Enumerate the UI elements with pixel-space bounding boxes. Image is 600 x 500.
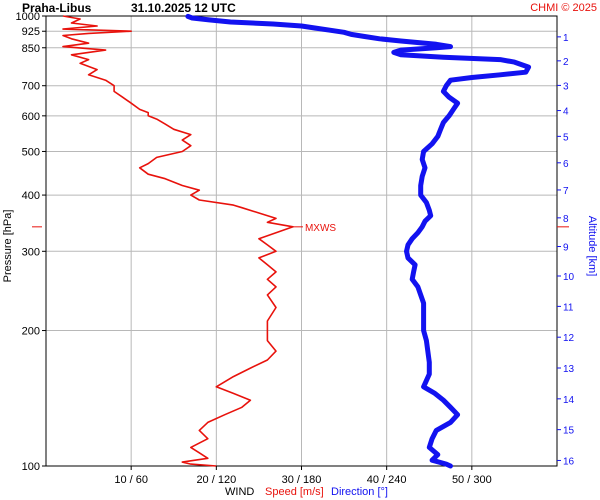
altitude-tick-label: 12 bbox=[563, 333, 575, 344]
wind-tick-label: 20 / 120 bbox=[196, 474, 236, 486]
x-axis-direction-label: Direction [°] bbox=[331, 486, 388, 498]
altitude-tick-label: 6 bbox=[563, 159, 569, 170]
pressure-tick-label: 200 bbox=[22, 326, 40, 338]
altitude-tick-label: 15 bbox=[563, 426, 575, 437]
altitude-tick-label: 16 bbox=[563, 456, 575, 467]
wind-tick-label: 50 / 300 bbox=[452, 474, 492, 486]
direction-line bbox=[185, 13, 532, 469]
pressure-tick-label: 1000 bbox=[16, 11, 40, 23]
pressure-ticks: 100 200 300 400 500 600 700 850 925 1000 bbox=[16, 11, 46, 473]
altitude-tick-label: 5 bbox=[563, 132, 569, 143]
wind-ticks: 10 / 60 20 / 120 30 / 180 40 / 240 50 / 300 bbox=[114, 466, 492, 486]
wind-tick-label: 10 / 60 bbox=[114, 474, 148, 486]
annotations: MXWS bbox=[32, 223, 569, 234]
speed-series bbox=[62, 15, 294, 467]
y2-axis-title: Altitude [km] bbox=[586, 216, 598, 277]
pressure-tick-label: 300 bbox=[22, 246, 40, 258]
pressure-tick-label: 700 bbox=[22, 81, 40, 93]
altitude-tick-label: 14 bbox=[563, 395, 575, 406]
x-axis-title: WIND bbox=[225, 486, 254, 498]
mxws-label: MXWS bbox=[305, 223, 336, 234]
credit-label: CHMI © 2025 bbox=[530, 2, 597, 14]
pressure-tick-label: 925 bbox=[22, 26, 40, 38]
wind-tick-label: 40 / 240 bbox=[367, 474, 407, 486]
altitude-tick-label: 8 bbox=[563, 214, 569, 225]
sounding-datetime: 31.10.2025 12 UTC bbox=[131, 1, 236, 15]
pressure-tick-label: 850 bbox=[22, 43, 40, 55]
pressure-tick-label: 100 bbox=[22, 461, 40, 473]
altitude-tick-label: 9 bbox=[563, 243, 569, 254]
altitude-tick-label: 1 bbox=[563, 33, 569, 44]
altitude-tick-label: 3 bbox=[563, 81, 569, 92]
x-axis-speed-label: Speed [m/s] bbox=[265, 486, 324, 498]
pressure-tick-label: 600 bbox=[22, 111, 40, 123]
direction-series bbox=[185, 13, 532, 469]
wind-tick-label: 30 / 180 bbox=[282, 474, 322, 486]
speed-line bbox=[62, 15, 294, 467]
altitude-tick-label: 2 bbox=[563, 57, 569, 68]
altitude-tick-label: 7 bbox=[563, 186, 569, 197]
pressure-tick-label: 500 bbox=[22, 146, 40, 158]
altitude-tick-label: 10 bbox=[563, 272, 575, 283]
pressure-tick-label: 400 bbox=[22, 190, 40, 202]
station-name: Praha-Libus bbox=[22, 1, 92, 15]
altitude-tick-label: 11 bbox=[563, 302, 574, 313]
altitude-tick-label: 4 bbox=[563, 107, 569, 118]
altitude-tick-label: 13 bbox=[563, 364, 575, 375]
y-axis-title: Pressure [hPa] bbox=[2, 210, 14, 283]
grid-lines bbox=[46, 16, 557, 466]
